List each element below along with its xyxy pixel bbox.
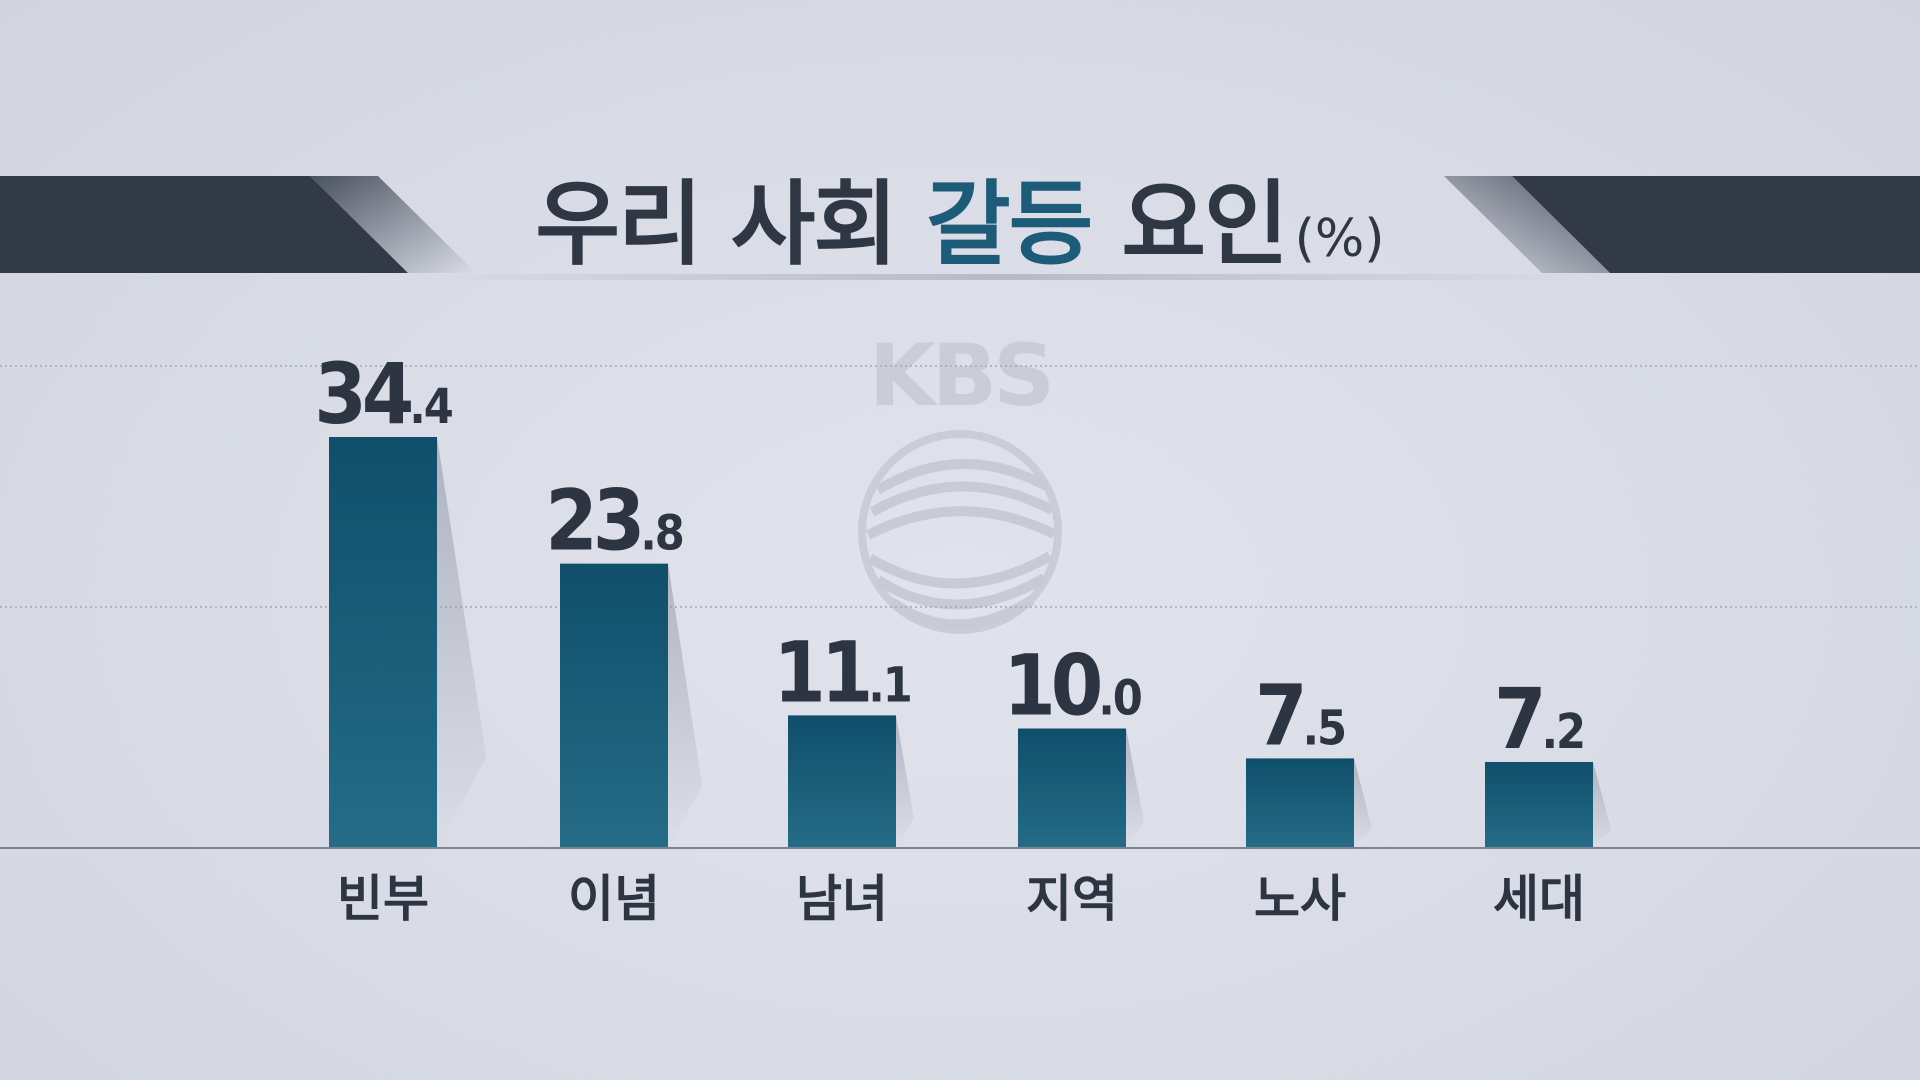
bar-6 — [1485, 761, 1593, 848]
value-label-dec: .4 — [409, 379, 452, 435]
kbs-watermark: KBS — [858, 326, 1062, 634]
bar-shadow — [1126, 728, 1144, 848]
value-label-dec: .0 — [1098, 671, 1140, 727]
category-label: 세대 — [1493, 870, 1585, 928]
bar-shadow — [1593, 761, 1611, 848]
category-label: 남녀 — [796, 870, 888, 928]
category-label: 빈부 — [337, 870, 429, 928]
value-label-int: 11 — [773, 623, 869, 721]
bar-shadow — [896, 715, 914, 848]
bar-shadow — [1354, 758, 1372, 848]
category-label: 노사 — [1254, 870, 1346, 928]
title-accent: 갈등 — [926, 171, 1093, 278]
value-label: 10.0 — [1003, 637, 1141, 735]
value-label: 34.4 — [314, 345, 453, 443]
kbs-watermark-text: KBS — [869, 326, 1051, 426]
bar-5 — [1246, 758, 1354, 848]
value-label-dec: .8 — [640, 506, 682, 562]
value-label-int: 34 — [314, 345, 412, 443]
bar-shadow — [437, 437, 487, 848]
bar-3 — [788, 715, 896, 848]
value-label-int: 7 — [1494, 670, 1542, 768]
bar-shadow — [668, 563, 703, 848]
value-label-dec: .5 — [1303, 700, 1345, 756]
band-right-fade — [1444, 176, 1610, 273]
value-label-dec: .2 — [1542, 704, 1584, 760]
category-label: 이념 — [568, 870, 660, 928]
bar-4 — [1018, 728, 1126, 848]
band-right — [1512, 176, 1920, 273]
bar-1 — [329, 437, 437, 848]
chart-title: 우리 사회 갈등 요인 (%) — [0, 170, 1920, 294]
band-left-fade — [310, 176, 476, 273]
title-suffix: 요인 — [1091, 171, 1288, 278]
bar-2 — [560, 563, 668, 848]
category-label: 지역 — [1026, 870, 1118, 928]
value-label: 23.8 — [545, 472, 683, 570]
title-prefix: 우리 사회 — [535, 171, 927, 278]
value-label-int: 7 — [1255, 666, 1303, 764]
value-label: 11.1 — [773, 623, 911, 721]
title-unit: (%) — [1294, 209, 1385, 269]
value-label-int: 23 — [545, 472, 640, 570]
band-left — [0, 176, 408, 273]
band-underline — [420, 274, 1580, 280]
title-band — [0, 176, 1920, 280]
value-label: 7.5 — [1255, 666, 1345, 764]
bars-layer — [329, 437, 1611, 848]
kbs-logo-icon — [858, 430, 1062, 634]
value-label: 7.2 — [1494, 670, 1584, 768]
value-label-dec: .1 — [868, 657, 910, 713]
value-label-int: 10 — [1003, 637, 1100, 735]
